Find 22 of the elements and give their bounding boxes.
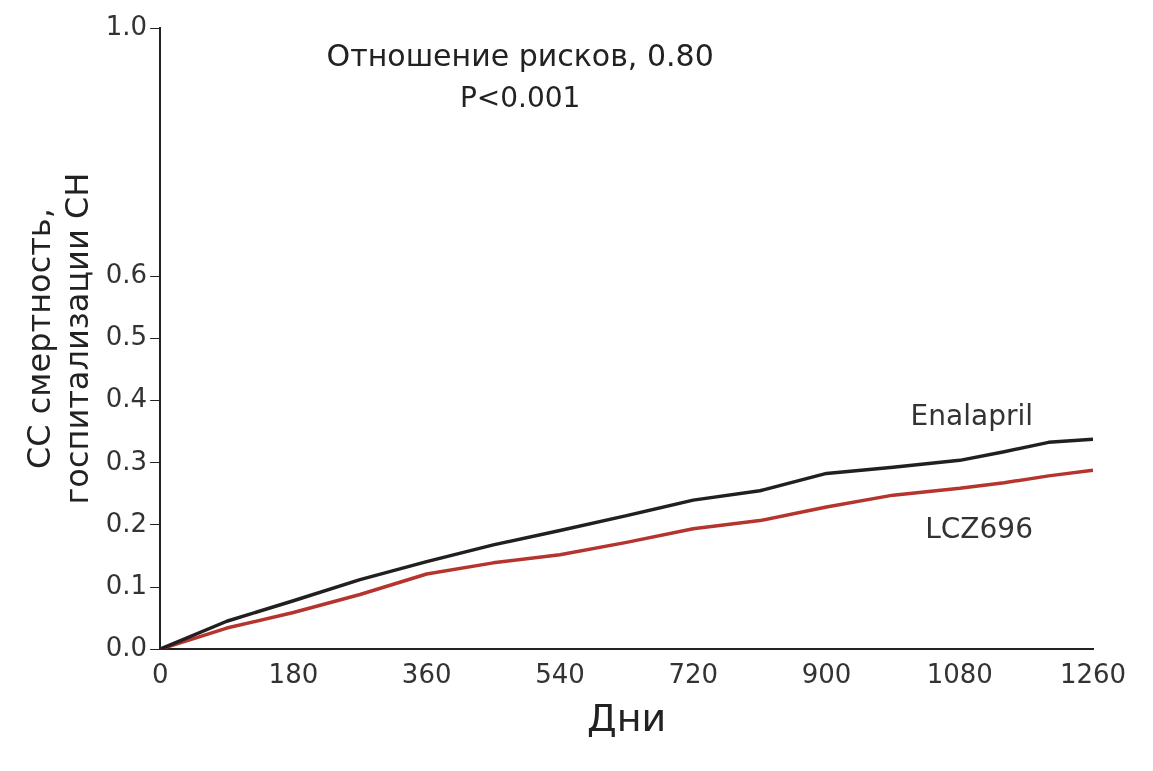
y-tick-label: 1.0 [105, 10, 148, 41]
y-tick-label: 0.6 [105, 259, 148, 290]
x-axis-title: Дни [586, 696, 667, 741]
y-tick-label: 0.3 [105, 445, 148, 476]
y-tick-label: 0.5 [105, 321, 148, 352]
x-tick-label: 180 [268, 658, 319, 689]
x-tick-label: 900 [801, 658, 852, 689]
annotation: P<0.001 [459, 81, 581, 115]
x-tick-label: 360 [401, 658, 452, 689]
annotation: Отношение рисков, 0.80 [326, 37, 714, 73]
x-tick-label: 1080 [926, 658, 993, 689]
series-label: Enalapril [910, 398, 1033, 432]
x-tick-label: 720 [668, 658, 719, 689]
x-tick-label: 1260 [1059, 658, 1127, 689]
y-tick-label: 0.2 [105, 507, 148, 538]
y-tick-label: 0.0 [105, 631, 148, 662]
x-tick-label: 540 [535, 658, 585, 689]
series-label: LCZ696 [925, 511, 1033, 545]
y-axis-title: СС смертность, госпитализации СН [19, 172, 96, 505]
y-tick-label: 0.1 [105, 569, 148, 600]
x-tick-label: 0 [151, 658, 169, 689]
y-tick-label: 0.4 [105, 383, 148, 414]
